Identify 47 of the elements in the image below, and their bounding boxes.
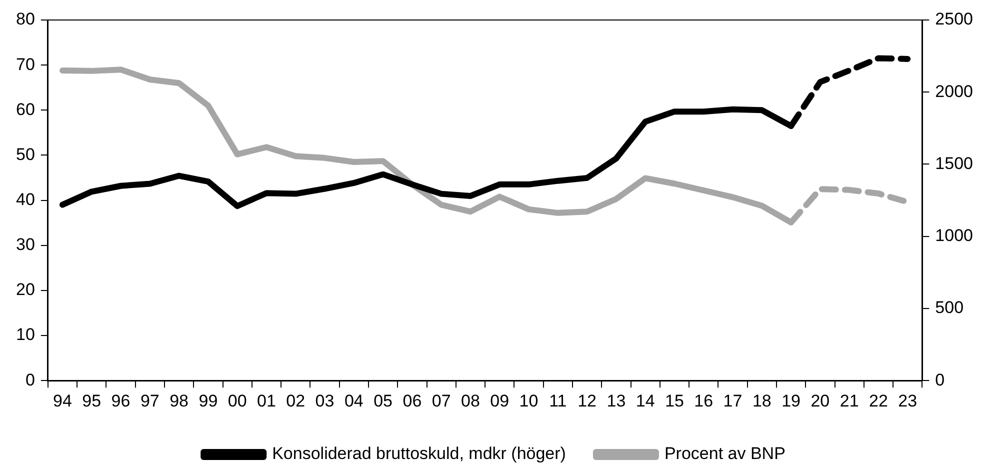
y-tick-label: 50 xyxy=(16,144,35,164)
x-tick-label: 95 xyxy=(82,391,102,410)
x-tick-label: 15 xyxy=(665,391,684,410)
x-tick-label: 19 xyxy=(782,391,800,410)
x-tick-label: 97 xyxy=(140,391,160,410)
y-tick-label: 20 xyxy=(16,280,35,300)
y2-tick-label: 500 xyxy=(935,298,964,318)
x-tick-label: 09 xyxy=(490,391,510,410)
legend-label: Procent av BNP xyxy=(664,444,786,464)
y-tick-label: 30 xyxy=(16,235,35,254)
y-tick-label: 10 xyxy=(16,325,35,344)
x-tick-label: 17 xyxy=(723,391,742,410)
x-tick-label: 12 xyxy=(578,391,597,410)
x-tick-label: 07 xyxy=(432,391,451,410)
x-tick-label: 96 xyxy=(111,391,130,410)
x-tick-label: 21 xyxy=(840,391,859,410)
x-tick-label: 14 xyxy=(636,391,655,410)
x-tick-label: 06 xyxy=(402,391,422,410)
x-tick-label: 08 xyxy=(461,391,480,410)
x-tick-label: 13 xyxy=(606,391,626,410)
legend-label: Konsoliderad bruttoskuld, mdkr (höger) xyxy=(272,444,566,464)
x-tick-label: 03 xyxy=(315,391,334,410)
x-tick-label: 02 xyxy=(286,391,306,410)
y-tick-label: 0 xyxy=(25,370,35,390)
x-tick-label: 22 xyxy=(869,391,888,410)
x-tick-label: 18 xyxy=(752,391,772,410)
y-tick-label: 60 xyxy=(16,100,35,119)
x-tick-label: 94 xyxy=(53,391,72,410)
y2-tick-label: 1000 xyxy=(935,226,974,246)
x-tick-label: 16 xyxy=(694,391,714,410)
x-tick-label: 23 xyxy=(898,391,918,410)
x-tick-label: 00 xyxy=(228,391,247,410)
x-tick-label: 04 xyxy=(344,391,364,410)
x-tick-label: 98 xyxy=(170,391,189,410)
y-tick-label: 80 xyxy=(16,10,35,29)
x-tick-label: 11 xyxy=(549,391,567,410)
x-tick-label: 10 xyxy=(519,391,538,410)
y2-tick-label: 1500 xyxy=(935,154,974,173)
y2-tick-label: 2500 xyxy=(935,10,974,29)
y-tick-label: 40 xyxy=(16,190,35,209)
y2-tick-label: 0 xyxy=(935,370,945,390)
x-tick-label: 20 xyxy=(810,391,830,410)
y2-tick-label: 2000 xyxy=(935,82,974,101)
x-tick-label: 99 xyxy=(198,391,218,410)
x-tick-label: 01 xyxy=(257,391,276,410)
x-tick-label: 05 xyxy=(374,391,393,410)
y-tick-label: 70 xyxy=(16,54,35,74)
